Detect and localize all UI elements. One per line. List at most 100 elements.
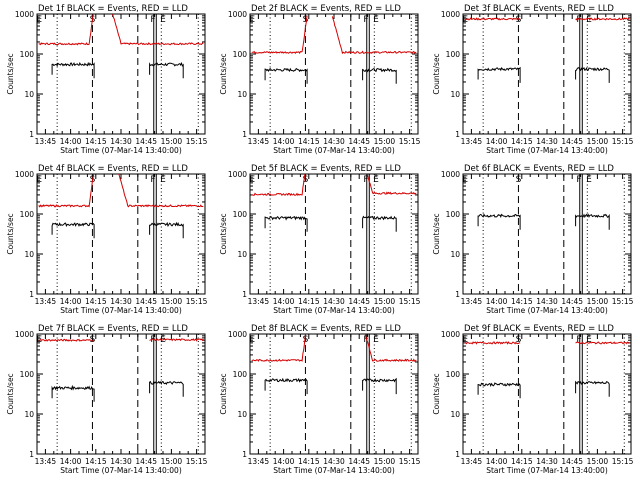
x-tick-label: 14:15 — [511, 457, 533, 466]
event-marker-label: S — [516, 175, 522, 185]
y-tick-label: 1000 — [15, 10, 34, 19]
chart-panel: Det 3f BLACK = Events, RED = LLD 1 10 100 10… — [432, 4, 634, 155]
x-axis-label: Start Time (07-Mar-14 13:40:00) — [60, 466, 182, 475]
x-tick-label: 14:15 — [298, 137, 320, 146]
y-tick-label: 1 — [455, 130, 460, 139]
y-axis-label: Counts/sec — [6, 373, 15, 414]
lld-series-line — [331, 16, 417, 55]
chart-title: Det 7f BLACK = Events, RED = LLD — [38, 324, 188, 334]
lld-series-line — [251, 15, 308, 55]
chart-title: Det 8f BLACK = Events, RED = LLD — [251, 324, 401, 334]
x-tick-label: 14:00 — [60, 297, 82, 306]
x-tick-label: 14:30 — [110, 137, 132, 146]
plot-frame — [462, 173, 632, 295]
x-tick-label: 14:15 — [298, 297, 320, 306]
y-tick-label: 100 — [233, 210, 248, 219]
plot-frame — [249, 333, 419, 455]
chart-panel: Det 7f BLACK = Events, RED = LLD 1 10 100 10… — [6, 324, 208, 475]
events-series-line — [51, 384, 95, 402]
event-marker-label: E — [373, 15, 379, 25]
x-axis-label: Start Time (07-Mar-14 13:40:00) — [273, 466, 395, 475]
event-marker-label: E — [160, 175, 166, 185]
event-marker-label: E — [249, 15, 255, 25]
x-tick-label: 15:00 — [161, 297, 183, 306]
x-tick-label: 14:45 — [348, 137, 370, 146]
y-tick-label: 1 — [242, 450, 247, 459]
y-tick-label: 1000 — [441, 10, 460, 19]
x-tick-label: 14:00 — [60, 457, 82, 466]
y-tick-label: 1000 — [441, 170, 460, 179]
x-tick-label: 15:15 — [186, 137, 208, 146]
plot-frame — [462, 333, 632, 455]
x-tick-label: 14:15 — [85, 297, 107, 306]
x-tick-label: 14:30 — [110, 457, 132, 466]
event-marker-label: E — [249, 175, 255, 185]
plot-frame — [36, 333, 206, 455]
x-tick-label: 15:00 — [587, 297, 609, 306]
chart-title: Det 6f BLACK = Events, RED = LLD — [464, 164, 614, 174]
y-tick-label: 10 — [24, 90, 34, 99]
y-axis-label: Counts/sec — [432, 213, 441, 254]
x-tick-label: 15:15 — [399, 297, 421, 306]
chart-panel: Det 8f BLACK = Events, RED = LLD 1 10 100 10… — [219, 324, 421, 475]
x-tick-label: 15:15 — [399, 137, 421, 146]
x-tick-label: 14:45 — [348, 457, 370, 466]
y-tick-label: 100 — [20, 210, 35, 219]
chart-title: Det 4f BLACK = Events, RED = LLD — [38, 164, 188, 174]
events-series-line — [149, 221, 184, 239]
y-tick-label: 100 — [446, 370, 461, 379]
y-tick-label: 1 — [455, 450, 460, 459]
x-tick-label: 14:00 — [273, 457, 295, 466]
event-marker-label: E — [462, 175, 468, 185]
x-axis-label: Start Time (07-Mar-14 13:40:00) — [486, 306, 608, 315]
chart-title: Det 3f BLACK = Events, RED = LLD — [464, 4, 614, 14]
x-tick-label: 13:45 — [248, 297, 270, 306]
events-series-line — [149, 61, 184, 79]
y-axis-label: Counts/sec — [219, 213, 228, 254]
chart-title: Det 5f BLACK = Events, RED = LLD — [251, 164, 401, 174]
x-tick-label: 15:15 — [612, 457, 634, 466]
event-marker-label: F — [576, 15, 581, 25]
x-tick-label: 14:30 — [536, 137, 558, 146]
x-tick-label: 15:00 — [374, 457, 396, 466]
x-tick-label: 15:00 — [587, 137, 609, 146]
lld-series-line — [251, 334, 307, 362]
lld-series-line — [575, 341, 630, 345]
plot-frame — [249, 13, 419, 135]
events-series-line — [149, 380, 184, 397]
event-marker-label: F — [150, 175, 155, 185]
event-marker-label: E — [160, 15, 166, 25]
y-tick-label: 10 — [450, 250, 460, 259]
x-tick-label: 14:45 — [135, 137, 157, 146]
event-marker-label: F — [576, 335, 581, 345]
y-tick-label: 100 — [233, 370, 248, 379]
y-tick-label: 100 — [20, 370, 35, 379]
y-tick-label: 100 — [233, 50, 248, 59]
plot-frame — [249, 173, 419, 295]
y-tick-label: 1 — [455, 290, 460, 299]
y-tick-label: 1000 — [15, 170, 34, 179]
events-series-line — [362, 377, 397, 395]
event-marker-label: S — [516, 15, 522, 25]
x-tick-label: 14:00 — [486, 137, 508, 146]
lld-series-line — [112, 14, 204, 46]
y-tick-label: 10 — [450, 410, 460, 419]
y-axis-label: Counts/sec — [219, 53, 228, 94]
event-marker-label: E — [36, 175, 42, 185]
y-tick-label: 1000 — [441, 330, 460, 339]
x-tick-label: 15:15 — [612, 137, 634, 146]
y-tick-label: 1000 — [228, 170, 247, 179]
events-series-line — [362, 215, 397, 232]
x-tick-label: 13:45 — [35, 137, 57, 146]
lld-series-line — [575, 17, 630, 21]
x-axis-label: Start Time (07-Mar-14 13:40:00) — [486, 146, 608, 155]
y-tick-label: 1000 — [228, 330, 247, 339]
lld-series-line — [38, 174, 95, 208]
chart-panel: Det 2f BLACK = Events, RED = LLD 1 10 100 10… — [219, 4, 421, 155]
lld-series-line — [118, 174, 204, 208]
event-marker-label: F — [363, 175, 368, 185]
events-series-line — [264, 215, 308, 232]
events-series-line — [51, 222, 95, 239]
lld-series-line — [149, 338, 204, 342]
